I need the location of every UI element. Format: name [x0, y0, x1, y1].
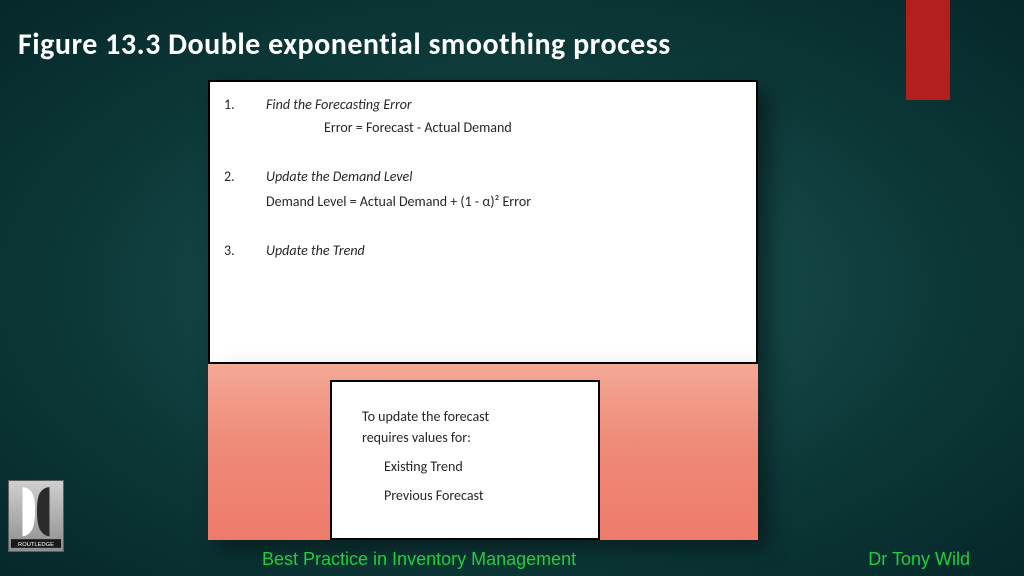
step-2-number: 2.	[224, 168, 266, 185]
requirements-line2: requires values for:	[362, 429, 578, 446]
requirements-line1: To update the forecast	[362, 408, 578, 425]
step-3-title: Update the Trend	[266, 242, 365, 259]
step-2-body: Demand Level = Actual Demand + (1 - α)² …	[266, 193, 746, 210]
svg-text:ROUTLEDGE: ROUTLEDGE	[18, 542, 54, 548]
accent-tab	[906, 0, 950, 100]
step-2-title: Update the Demand Level	[266, 168, 412, 185]
requirements-panel: To update the forecast requires values f…	[330, 380, 600, 540]
slide-title: Figure 13.3 Double exponential smoothing…	[18, 26, 671, 63]
publisher-logo: ROUTLEDGE	[8, 480, 64, 552]
requirements-item1: Existing Trend	[384, 458, 578, 475]
step-1: 1. Find the Forecasting Error	[224, 96, 746, 113]
step-3: 3. Update the Trend	[224, 242, 746, 259]
steps-panel: 1. Find the Forecasting Error Error = Fo…	[208, 80, 758, 364]
step-3-number: 3.	[224, 242, 266, 259]
step-1-number: 1.	[224, 96, 266, 113]
step-2: 2. Update the Demand Level	[224, 168, 746, 185]
footer-subtitle: Best Practice in Inventory Management	[262, 549, 576, 570]
step-1-title: Find the Forecasting Error	[266, 96, 412, 113]
step-1-body: Error = Forecast - Actual Demand	[324, 119, 746, 136]
requirements-item2: Previous Forecast	[384, 487, 578, 504]
footer-author: Dr Tony Wild	[868, 549, 970, 570]
